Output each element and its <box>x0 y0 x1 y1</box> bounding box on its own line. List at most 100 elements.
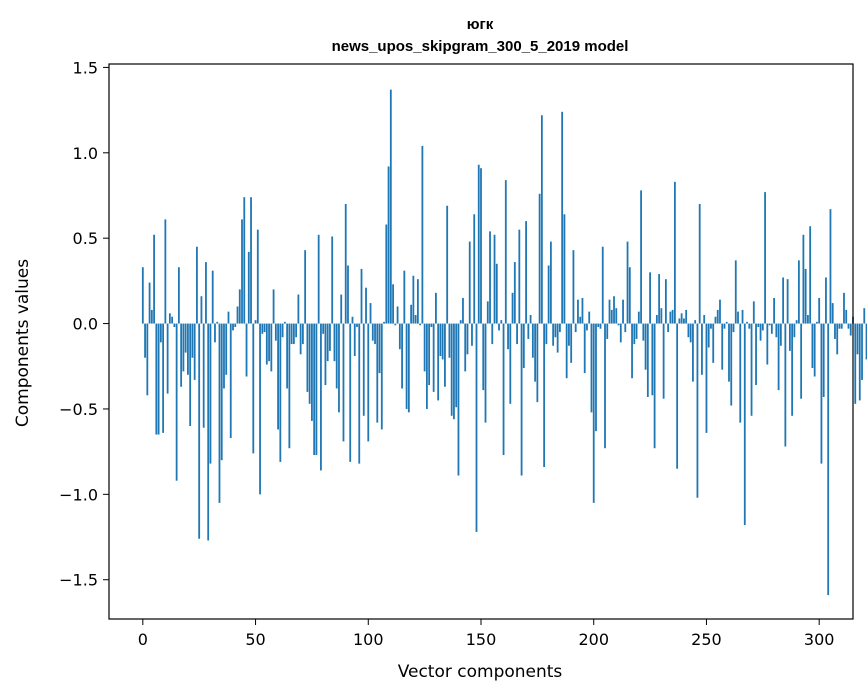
bar-component-122 <box>416 279 419 324</box>
bar-component-138 <box>453 323 455 420</box>
bar-component-243 <box>689 323 692 343</box>
bar-component-295 <box>807 315 809 324</box>
bar-component-142 <box>462 297 464 324</box>
bar-component-73 <box>306 323 309 392</box>
bar-component-229 <box>658 274 661 324</box>
bar-component-310 <box>840 323 843 329</box>
bar-component-5 <box>153 234 155 324</box>
bar-component-132 <box>439 323 442 357</box>
bar-component-7 <box>157 323 160 435</box>
bar-component-93 <box>351 316 354 324</box>
bar-component-137 <box>450 323 453 416</box>
bar-component-51 <box>256 229 259 324</box>
bar-component-321 <box>865 323 867 360</box>
bar-component-189 <box>568 323 570 346</box>
bar-component-1 <box>144 323 146 358</box>
bar-component-99 <box>365 287 367 324</box>
bar-component-242 <box>687 323 690 338</box>
bar-component-145 <box>468 241 471 324</box>
bar-component-26 <box>200 296 203 324</box>
bar-component-237 <box>676 323 679 469</box>
bar-component-192 <box>574 323 577 333</box>
bar-component-234 <box>669 311 672 324</box>
bar-component-106 <box>380 323 383 430</box>
bar-component-183 <box>554 323 557 338</box>
y-tick-label: 0.5 <box>73 229 98 248</box>
bar-component-70 <box>299 323 302 355</box>
bar-component-49 <box>252 323 255 454</box>
bar-component-318 <box>858 323 861 401</box>
bar-component-251 <box>707 323 710 348</box>
bar-component-59 <box>274 323 277 341</box>
bar-component-151 <box>482 323 485 391</box>
bar-component-182 <box>552 323 555 346</box>
bar-component-185 <box>559 323 561 333</box>
bar-component-22 <box>191 323 194 358</box>
bar-component-82 <box>326 323 329 362</box>
bar-component-130 <box>435 292 437 324</box>
x-tick-label: 200 <box>578 630 609 649</box>
bar-component-172 <box>529 315 532 324</box>
bar-component-32 <box>214 323 216 343</box>
bar-component-55 <box>265 323 268 365</box>
bar-component-212 <box>619 323 622 343</box>
bar-component-219 <box>635 323 638 339</box>
bar-component-179 <box>545 323 548 345</box>
bar-component-240 <box>683 318 685 324</box>
bar-component-302 <box>822 323 825 397</box>
bar-component-284 <box>782 277 785 324</box>
bar-component-307 <box>834 323 836 339</box>
bar-component-62 <box>281 323 284 338</box>
y-tick-label: −1.0 <box>59 485 98 504</box>
bar-component-107 <box>383 321 385 324</box>
bar-component-257 <box>721 323 724 370</box>
bar-component-105 <box>378 323 381 374</box>
x-tick-label: 250 <box>691 630 722 649</box>
bar-component-24 <box>196 246 198 324</box>
bar-component-40 <box>232 323 234 331</box>
bar-component-175 <box>536 323 539 403</box>
bar-component-259 <box>725 321 728 324</box>
bar-component-246 <box>696 323 699 498</box>
bar-component-115 <box>401 323 403 389</box>
bar-component-239 <box>680 313 683 324</box>
bar-component-72 <box>304 250 307 324</box>
bar-component-168 <box>520 323 523 476</box>
bar-component-297 <box>811 323 814 368</box>
bar-component-121 <box>414 315 417 324</box>
bar-component-255 <box>716 309 719 324</box>
bar-component-66 <box>290 323 293 345</box>
bar-component-228 <box>655 315 658 324</box>
bar-component-162 <box>507 323 509 350</box>
bar-component-273 <box>757 323 760 327</box>
bar-component-226 <box>651 323 654 396</box>
bar-component-207 <box>608 299 611 324</box>
bar-component-79 <box>320 323 322 471</box>
bar-component-88 <box>340 294 343 324</box>
bar-component-56 <box>268 323 270 362</box>
bar-component-46 <box>245 323 248 377</box>
bar-component-13 <box>171 316 174 324</box>
bar-component-305 <box>829 209 832 324</box>
bar-component-10 <box>164 219 167 324</box>
bar-component-271 <box>752 301 755 324</box>
bar-component-8 <box>159 323 162 343</box>
bar-component-149 <box>477 164 480 324</box>
bar-component-84 <box>331 236 334 324</box>
bar-component-152 <box>484 323 487 423</box>
bar-component-317 <box>856 323 859 355</box>
bar-component-244 <box>692 323 694 382</box>
bar-component-42 <box>236 306 239 324</box>
bar-component-235 <box>671 309 674 324</box>
bar-component-54 <box>263 323 266 333</box>
bar-component-6 <box>155 323 158 435</box>
bar-component-111 <box>392 284 394 324</box>
bar-component-164 <box>511 292 514 324</box>
bar-component-298 <box>813 323 816 377</box>
bar-component-283 <box>779 323 782 346</box>
bar-component-39 <box>229 323 232 438</box>
bar-component-285 <box>784 323 787 447</box>
bar-component-171 <box>527 323 530 339</box>
bar-component-14 <box>173 323 176 327</box>
bar-component-308 <box>836 323 839 355</box>
